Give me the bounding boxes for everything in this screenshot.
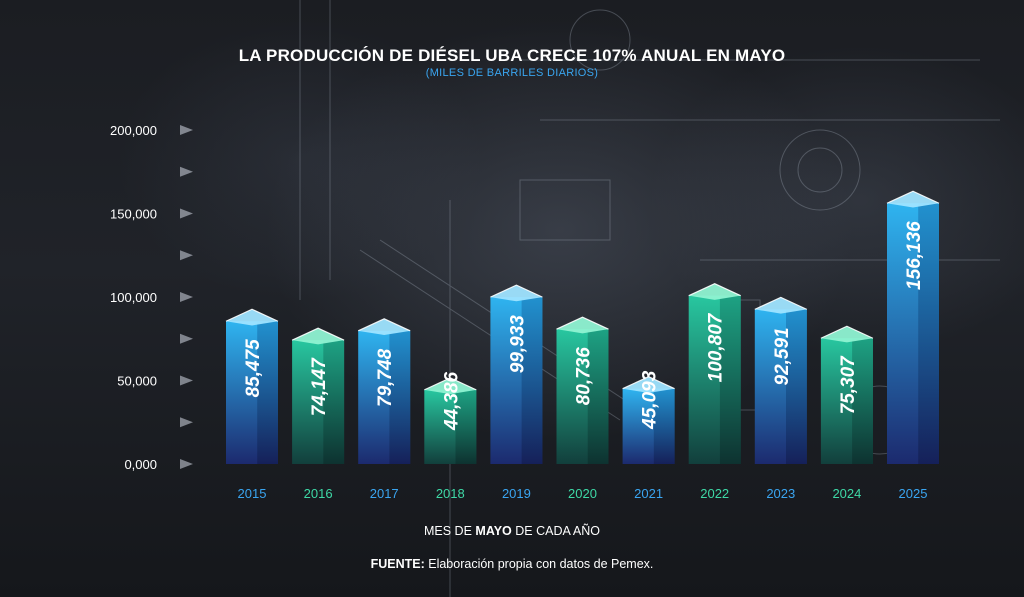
- bar-2020: 80,736 2020: [556, 316, 609, 501]
- x-tick-label: 2019: [502, 486, 531, 501]
- bar-top: [754, 297, 807, 314]
- bar-value-label: 92,591: [772, 327, 793, 385]
- bar-side: [455, 389, 477, 464]
- x-tick-label: 2015: [238, 486, 267, 501]
- x-axis-title-bold: MAYO: [475, 524, 512, 538]
- axis-arrow-marker: [180, 375, 193, 386]
- chart-title: LA PRODUCCIÓN DE DIÉSEL UBA CRECE 107% A…: [238, 46, 786, 65]
- bar-2023: 92,591 2023: [754, 296, 808, 501]
- bar-value-label: 44,386: [441, 371, 462, 431]
- axis-arrow-marker: [180, 208, 193, 219]
- bar-top: [688, 283, 741, 300]
- bar-2024: 75,307 2024: [820, 325, 874, 501]
- x-tick-label: 2018: [436, 486, 465, 501]
- bar-top-edge: [820, 325, 874, 339]
- bar-value-label: 79,748: [375, 348, 396, 407]
- y-tick-label: 50,000: [117, 374, 157, 389]
- source-label: FUENTE:: [370, 557, 425, 571]
- x-tick-label: 2020: [568, 486, 597, 501]
- bar-side: [323, 340, 345, 464]
- bar-2022: 100,807 2022: [688, 282, 741, 501]
- bar-side: [719, 295, 741, 464]
- y-tick-label: 0,000: [124, 457, 157, 472]
- bar-top-edge: [357, 318, 411, 332]
- x-tick-label: 2025: [899, 486, 928, 501]
- x-tick-label: 2022: [700, 486, 729, 501]
- bar-2021: 45,093 2021: [622, 370, 675, 501]
- bar-value-label: 100,807: [706, 312, 727, 382]
- bar-top-edge: [688, 282, 741, 297]
- axis-arrow-marker: [180, 459, 193, 469]
- source-text: Elaboración propia con datos de Pemex.: [424, 557, 654, 571]
- bar-top-edge: [424, 377, 477, 391]
- bar-side: [521, 297, 543, 464]
- axis-arrow-marker: [180, 166, 193, 177]
- bar-value-label: 80,736: [574, 347, 595, 406]
- bar-top: [622, 376, 675, 393]
- x-tick-label: 2021: [634, 486, 663, 501]
- bar-side: [852, 338, 873, 464]
- x-tick-label: 2023: [766, 486, 795, 501]
- bar-side: [786, 309, 807, 464]
- bar-top: [556, 317, 609, 334]
- y-tick-label: 150,000: [110, 207, 157, 222]
- bar-side: [587, 329, 609, 464]
- bar-2015: 85,475 2015: [225, 308, 279, 501]
- bar-top-edge: [754, 296, 808, 310]
- bar-top: [820, 326, 873, 343]
- bar-top: [490, 285, 543, 302]
- bar-top-edge: [886, 190, 940, 204]
- y-tick-label: 200,000: [110, 123, 157, 138]
- axis-arrow-marker: [180, 417, 193, 428]
- bar-2017: 79,748 2017: [357, 318, 411, 501]
- axis-arrow-marker: [180, 292, 193, 302]
- bar-top: [424, 377, 477, 395]
- bar-top-edge: [225, 308, 279, 322]
- chart-subtitle: (MILES DE BARRILES DIARIOS): [425, 67, 599, 79]
- bar-value-label: 75,307: [838, 355, 859, 415]
- x-axis-title-prefix: MES DE: [424, 524, 476, 538]
- source-note: FUENTE: Elaboración propia con datos de …: [0, 557, 1024, 571]
- bar-top-edge: [556, 316, 609, 330]
- bar-2016: 74,147 2016: [291, 327, 345, 501]
- bar-top-edge: [291, 327, 345, 341]
- bar-value-label: 156,136: [904, 221, 925, 290]
- y-tick-label: 100,000: [110, 290, 157, 305]
- bar-value-label: 85,475: [243, 339, 264, 398]
- bar-2025: 156,136 2025: [886, 190, 940, 501]
- bar-top: [887, 191, 939, 208]
- bar-side: [389, 330, 411, 464]
- x-axis-title: MES DE MAYO DE CADA AÑO: [0, 524, 1024, 538]
- bar-top: [358, 318, 411, 336]
- bar-top: [226, 309, 278, 326]
- axis-arrow-marker: [180, 333, 193, 344]
- bar-top-edge: [622, 376, 675, 390]
- axis-arrow-marker: [180, 125, 193, 135]
- x-axis-title-suffix: DE CADA AÑO: [511, 524, 600, 538]
- x-tick-label: 2024: [832, 486, 861, 501]
- bar-top-edge: [490, 284, 543, 298]
- bar-side: [257, 321, 278, 464]
- bar-value-label: 74,147: [309, 357, 330, 417]
- bar-side: [653, 388, 675, 464]
- bar-2018: 44,386 2018: [424, 371, 477, 501]
- bar-2019: 99,933 2019: [490, 284, 543, 501]
- bar-side: [918, 203, 939, 465]
- x-tick-label: 2016: [304, 486, 333, 501]
- bar-value-label: 99,933: [507, 315, 528, 374]
- bar-top: [292, 328, 345, 345]
- x-tick-label: 2017: [370, 486, 399, 501]
- bar-value-label: 45,093: [640, 370, 661, 430]
- axis-arrow-marker: [180, 250, 193, 261]
